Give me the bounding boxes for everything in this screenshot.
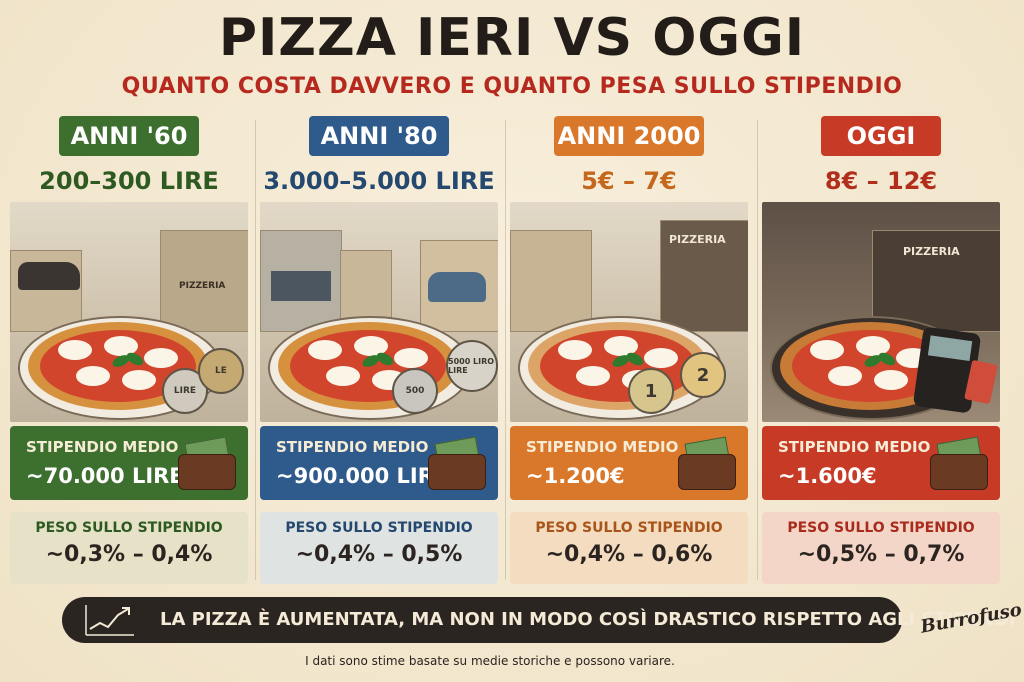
salary-value: ~70.000 LIRE	[26, 464, 184, 488]
pizza-scene: PIZZERIA LIRE LE	[10, 202, 248, 422]
salary-card: STIPENDIO MEDIO ~1.600€	[762, 426, 1000, 500]
salary-card: STIPENDIO MEDIO ~1.200€	[510, 426, 748, 500]
salary-card: STIPENDIO MEDIO ~900.000 LIRE	[260, 426, 498, 500]
salary-label: STIPENDIO MEDIO	[276, 438, 429, 456]
lira-coin-icon: 5000 LIRO LIRE	[446, 340, 498, 392]
era-column-2000s: ANNI 2000 5€ – 7€ PIZZERIA 1 2 STIPENDIO…	[510, 116, 748, 586]
wallet-icon	[930, 436, 988, 490]
lira-coin-icon: 500	[392, 368, 438, 414]
weight-card: PESO SULLO STIPENDIO ~0,3% – 0,4%	[10, 512, 248, 584]
era-label: ANNI '80	[309, 116, 449, 156]
pizza-price: 5€ – 7€	[581, 167, 677, 195]
salary-label: STIPENDIO MEDIO	[526, 438, 679, 456]
pizza-price: 200–300 LIRE	[39, 167, 219, 195]
pizza-scene: PIZZERIA	[762, 202, 1000, 422]
pizza-price: 3.000–5.000 LIRE	[263, 167, 495, 195]
weight-value: ~0,5% – 0,7%	[797, 542, 965, 567]
pizza-icon	[268, 308, 472, 420]
column-divider	[505, 120, 506, 580]
column-divider	[757, 120, 758, 580]
euro-coin-icon: 2	[680, 352, 726, 398]
salary-label: STIPENDIO MEDIO	[26, 438, 179, 456]
weight-label: PESO SULLO STIPENDIO	[35, 520, 223, 536]
era-column-60s: ANNI '60 200–300 LIRE PIZZERIA LIRE LE S…	[10, 116, 248, 586]
page-subtitle: QUANTO COSTA DAVVERO E QUANTO PESA SULLO…	[121, 74, 903, 99]
column-divider	[255, 120, 256, 580]
weight-value: ~0,4% – 0,6%	[545, 542, 713, 567]
conclusion-banner: LA PIZZA È AUMENTATA, MA NON IN MODO COS…	[62, 597, 1016, 643]
lira-coin-icon: LIRE	[162, 368, 208, 414]
wallet-icon	[178, 436, 236, 490]
era-column-80s: ANNI '80 3.000–5.000 LIRE 500 5000 LIRO …	[260, 116, 498, 586]
pizzeria-sign: PIZZERIA	[179, 281, 226, 291]
era-column-today: OGGI 8€ – 12€ PIZZERIA STIPENDIO MEDIO ~…	[762, 116, 1000, 586]
weight-value: ~0,3% – 0,4%	[45, 542, 213, 567]
conclusion-text: LA PIZZA È AUMENTATA, MA NON IN MODO COS…	[160, 609, 1016, 630]
weight-card: PESO SULLO STIPENDIO ~0,4% – 0,6%	[510, 512, 748, 584]
era-label: OGGI	[821, 116, 941, 156]
lira-coin-icon: LE	[198, 348, 244, 394]
weight-label: PESO SULLO STIPENDIO	[535, 520, 723, 536]
era-label: ANNI '60	[59, 116, 199, 156]
car-icon	[428, 272, 486, 302]
pizzeria-sign: PIZZERIA	[903, 245, 960, 258]
wallet-icon	[428, 436, 486, 490]
disclaimer: I dati sono stime basate su medie storic…	[305, 654, 675, 668]
page-title: PIZZA IERI VS OGGI	[218, 8, 806, 68]
brand-signature: Burrofuso	[918, 599, 1024, 638]
pizzeria-sign: PIZZERIA	[669, 233, 726, 246]
vintage-car-icon	[18, 262, 80, 290]
salary-card: STIPENDIO MEDIO ~70.000 LIRE	[10, 426, 248, 500]
salary-value: ~1.200€	[526, 464, 625, 488]
salary-label: STIPENDIO MEDIO	[778, 438, 931, 456]
euro-coin-icon: 1	[628, 368, 674, 414]
weight-label: PESO SULLO STIPENDIO	[285, 520, 473, 536]
pizza-price: 8€ – 12€	[824, 167, 938, 195]
wallet-icon	[678, 436, 736, 490]
salary-value: ~900.000 LIRE	[276, 464, 449, 488]
weight-label: PESO SULLO STIPENDIO	[787, 520, 975, 536]
salary-value: ~1.600€	[778, 464, 877, 488]
trend-chart-icon	[85, 605, 134, 636]
pizza-scene: PIZZERIA 1 2	[510, 202, 748, 422]
pizza-scene: 500 5000 LIRO LIRE	[260, 202, 498, 422]
weight-value: ~0,4% – 0,5%	[295, 542, 463, 567]
weight-card: PESO SULLO STIPENDIO ~0,4% – 0,5%	[260, 512, 498, 584]
era-label: ANNI 2000	[554, 116, 704, 156]
weight-card: PESO SULLO STIPENDIO ~0,5% – 0,7%	[762, 512, 1000, 584]
